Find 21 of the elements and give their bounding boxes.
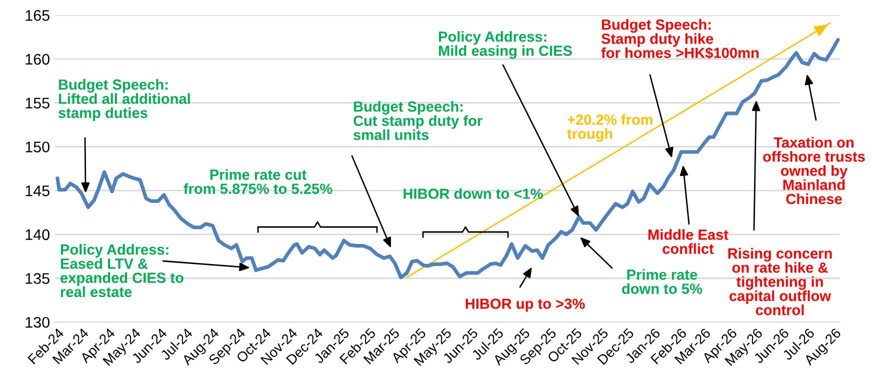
y-tick-label: 135	[26, 273, 50, 284]
annotation: HIBOR up to >3%	[466, 298, 585, 312]
annotation: Budget Speech: Lifted all additional stamp duties	[58, 79, 190, 121]
annotation: HIBOR down to <1%	[404, 188, 543, 199]
annotation: Budget Speech: Cut stamp duty for small units	[354, 101, 482, 140]
y-tick-label: 160	[26, 54, 50, 65]
y-tick-label: 145	[26, 186, 50, 196]
annotation: +20.2% from trough	[567, 114, 652, 142]
annotation: Rising concern on rate hike & tightening in capital outflow control	[728, 248, 832, 316]
annotation: Budget Speech: Stamp duty hike for homes >HK$100mn	[601, 19, 759, 60]
y-tick-label: 165	[26, 10, 50, 21]
annotation: Policy Address: Mild easing in CIES	[438, 31, 572, 59]
y-tick-label: 150	[26, 142, 50, 152]
y-tick-label: 140	[26, 229, 50, 240]
annotation: Prime rate down to 5%	[622, 269, 702, 294]
y-tick-label: 155	[26, 98, 50, 109]
annotation: Middle East conflict	[648, 229, 728, 254]
annotation: Prime rate cut from 5.875% to 5.25%	[184, 169, 332, 194]
annotation: Policy Address: Eased LTV & expanded CIES to real estate	[60, 244, 184, 298]
annotation: Taxation on offshore trusts owned by Mainland Chinese	[763, 136, 865, 204]
y-tick-label: 130	[26, 316, 50, 328]
